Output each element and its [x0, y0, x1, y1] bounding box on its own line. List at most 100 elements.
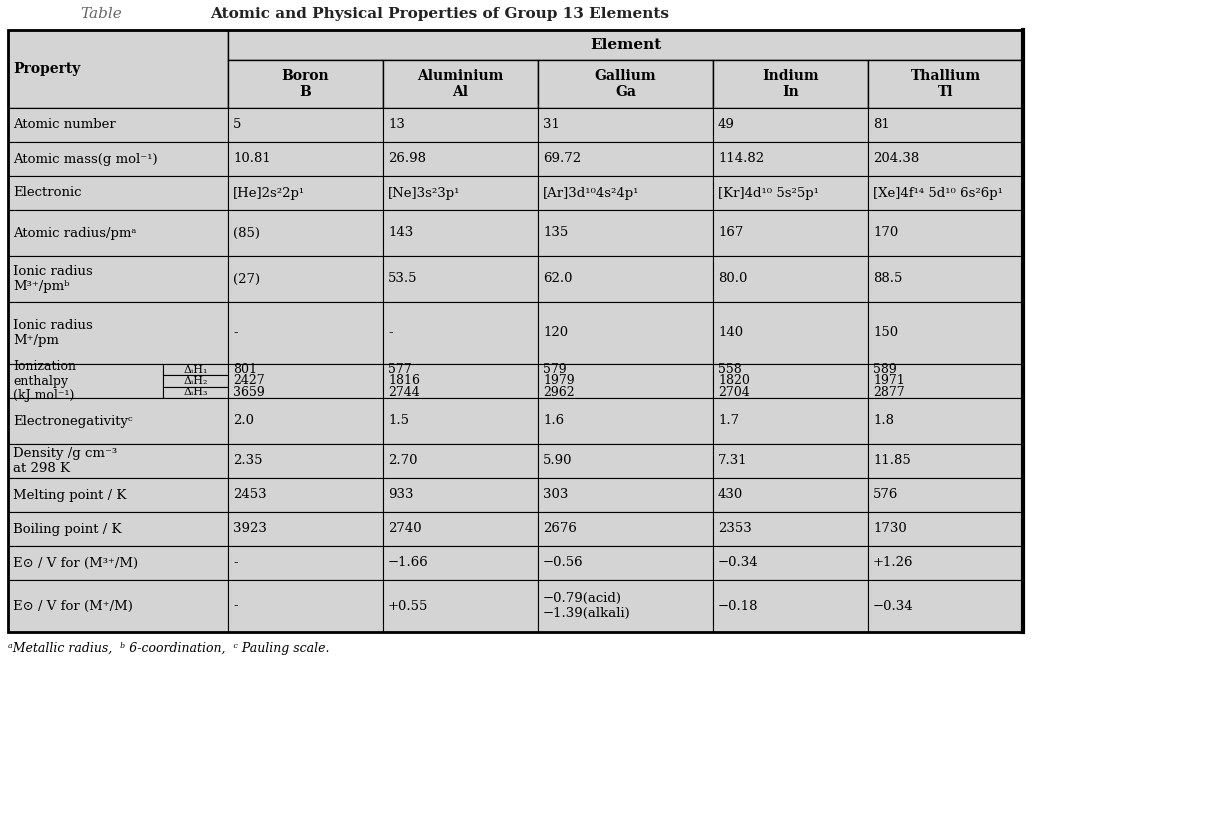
Bar — [9, 142, 228, 176]
Text: 5: 5 — [233, 118, 241, 131]
Text: 430: 430 — [717, 489, 743, 502]
Bar — [228, 142, 382, 176]
Bar — [868, 364, 1023, 398]
Text: 2704: 2704 — [717, 386, 750, 399]
Text: 2.0: 2.0 — [233, 415, 255, 428]
Bar — [9, 30, 1023, 632]
Text: ΔᵢH₁: ΔᵢH₁ — [184, 365, 208, 375]
Bar — [868, 302, 1023, 364]
Text: Atomic radius/pmᵃ: Atomic radius/pmᵃ — [13, 227, 136, 240]
Bar — [9, 546, 228, 580]
Bar — [538, 256, 713, 302]
Bar — [228, 546, 382, 580]
Text: 10.81: 10.81 — [233, 153, 270, 166]
Text: [Xe]4f¹⁴ 5d¹⁰ 6s²6p¹: [Xe]4f¹⁴ 5d¹⁰ 6s²6p¹ — [873, 187, 1002, 199]
Text: -: - — [233, 600, 238, 613]
Bar — [382, 398, 538, 444]
Bar — [382, 444, 538, 478]
Text: 2962: 2962 — [543, 386, 575, 399]
Text: Ionic radius
M³⁺/pmᵇ: Ionic radius M³⁺/pmᵇ — [13, 265, 93, 293]
Bar — [538, 364, 713, 398]
Text: Boiling point / K: Boiling point / K — [13, 522, 122, 535]
Text: 31: 31 — [543, 118, 560, 131]
Text: Gallium
Ga: Gallium Ga — [594, 69, 657, 99]
Bar — [382, 210, 538, 256]
Bar — [228, 256, 382, 302]
Text: 2740: 2740 — [389, 522, 421, 535]
Text: Electronic: Electronic — [13, 187, 82, 199]
Bar — [713, 364, 868, 398]
Bar — [868, 546, 1023, 580]
Text: −0.79(acid)
−1.39(alkali): −0.79(acid) −1.39(alkali) — [543, 592, 631, 620]
Text: 120: 120 — [543, 326, 568, 339]
Bar — [868, 512, 1023, 546]
Bar — [538, 478, 713, 512]
Text: 5.90: 5.90 — [543, 455, 572, 468]
Text: Boron
B: Boron B — [281, 69, 329, 99]
Bar — [713, 398, 868, 444]
Text: 2.35: 2.35 — [233, 455, 263, 468]
Text: Ionic radius
M⁺/pm: Ionic radius M⁺/pm — [13, 319, 93, 347]
Bar — [228, 210, 382, 256]
Bar — [713, 176, 868, 210]
Bar — [228, 60, 382, 108]
Text: Density /g cm⁻³
at 298 K: Density /g cm⁻³ at 298 K — [13, 447, 117, 475]
Bar — [713, 108, 868, 142]
Bar — [163, 387, 228, 398]
Bar — [713, 580, 868, 632]
Text: 1816: 1816 — [389, 375, 420, 388]
Text: 7.31: 7.31 — [717, 455, 748, 468]
Bar — [382, 364, 538, 398]
Text: 140: 140 — [717, 326, 743, 339]
Text: Aluminium
Al: Aluminium Al — [418, 69, 504, 99]
Bar — [868, 478, 1023, 512]
Bar — [713, 142, 868, 176]
Text: 62.0: 62.0 — [543, 273, 572, 286]
Text: [Ne]3s²3p¹: [Ne]3s²3p¹ — [389, 187, 460, 199]
Bar — [538, 142, 713, 176]
Text: +1.26: +1.26 — [873, 557, 914, 570]
Bar — [9, 398, 228, 444]
Bar — [538, 108, 713, 142]
Bar — [538, 210, 713, 256]
Text: 3923: 3923 — [233, 522, 267, 535]
Bar — [228, 302, 382, 364]
Bar — [382, 478, 538, 512]
Text: 589: 589 — [873, 363, 896, 376]
Text: −0.18: −0.18 — [717, 600, 759, 613]
Text: 1971: 1971 — [873, 375, 905, 388]
Text: 143: 143 — [389, 227, 413, 240]
Text: [Kr]4d¹⁰ 5s²5p¹: [Kr]4d¹⁰ 5s²5p¹ — [717, 187, 818, 199]
Text: Thallium
Tl: Thallium Tl — [910, 69, 980, 99]
Bar — [713, 302, 868, 364]
Bar — [382, 512, 538, 546]
Text: 1.5: 1.5 — [389, 415, 409, 428]
Bar — [868, 398, 1023, 444]
Text: (85): (85) — [233, 227, 259, 240]
Text: −0.34: −0.34 — [873, 600, 914, 613]
Bar — [538, 398, 713, 444]
Bar — [228, 176, 382, 210]
Text: Atomic mass(g mol⁻¹): Atomic mass(g mol⁻¹) — [13, 153, 157, 166]
Text: Ionization
enthalpy
(kJ mol⁻¹): Ionization enthalpy (kJ mol⁻¹) — [13, 360, 76, 402]
Text: -: - — [389, 326, 392, 339]
Bar — [9, 176, 228, 210]
Bar — [713, 512, 868, 546]
Bar — [382, 60, 538, 108]
Bar — [228, 444, 382, 478]
Text: E⊙ / V for (M⁺/M): E⊙ / V for (M⁺/M) — [13, 600, 133, 613]
Text: 1820: 1820 — [717, 375, 750, 388]
Bar — [713, 478, 868, 512]
Bar — [9, 364, 163, 398]
Text: 2453: 2453 — [233, 489, 267, 502]
Bar — [868, 108, 1023, 142]
Text: −1.66: −1.66 — [389, 557, 429, 570]
Text: 2.70: 2.70 — [389, 455, 418, 468]
Text: 3659: 3659 — [233, 386, 264, 399]
Bar — [382, 580, 538, 632]
Text: [Ar]3d¹⁰4s²4p¹: [Ar]3d¹⁰4s²4p¹ — [543, 187, 639, 199]
Text: Table: Table — [80, 7, 122, 21]
Bar — [382, 176, 538, 210]
Text: -: - — [233, 557, 238, 570]
Text: −0.56: −0.56 — [543, 557, 583, 570]
